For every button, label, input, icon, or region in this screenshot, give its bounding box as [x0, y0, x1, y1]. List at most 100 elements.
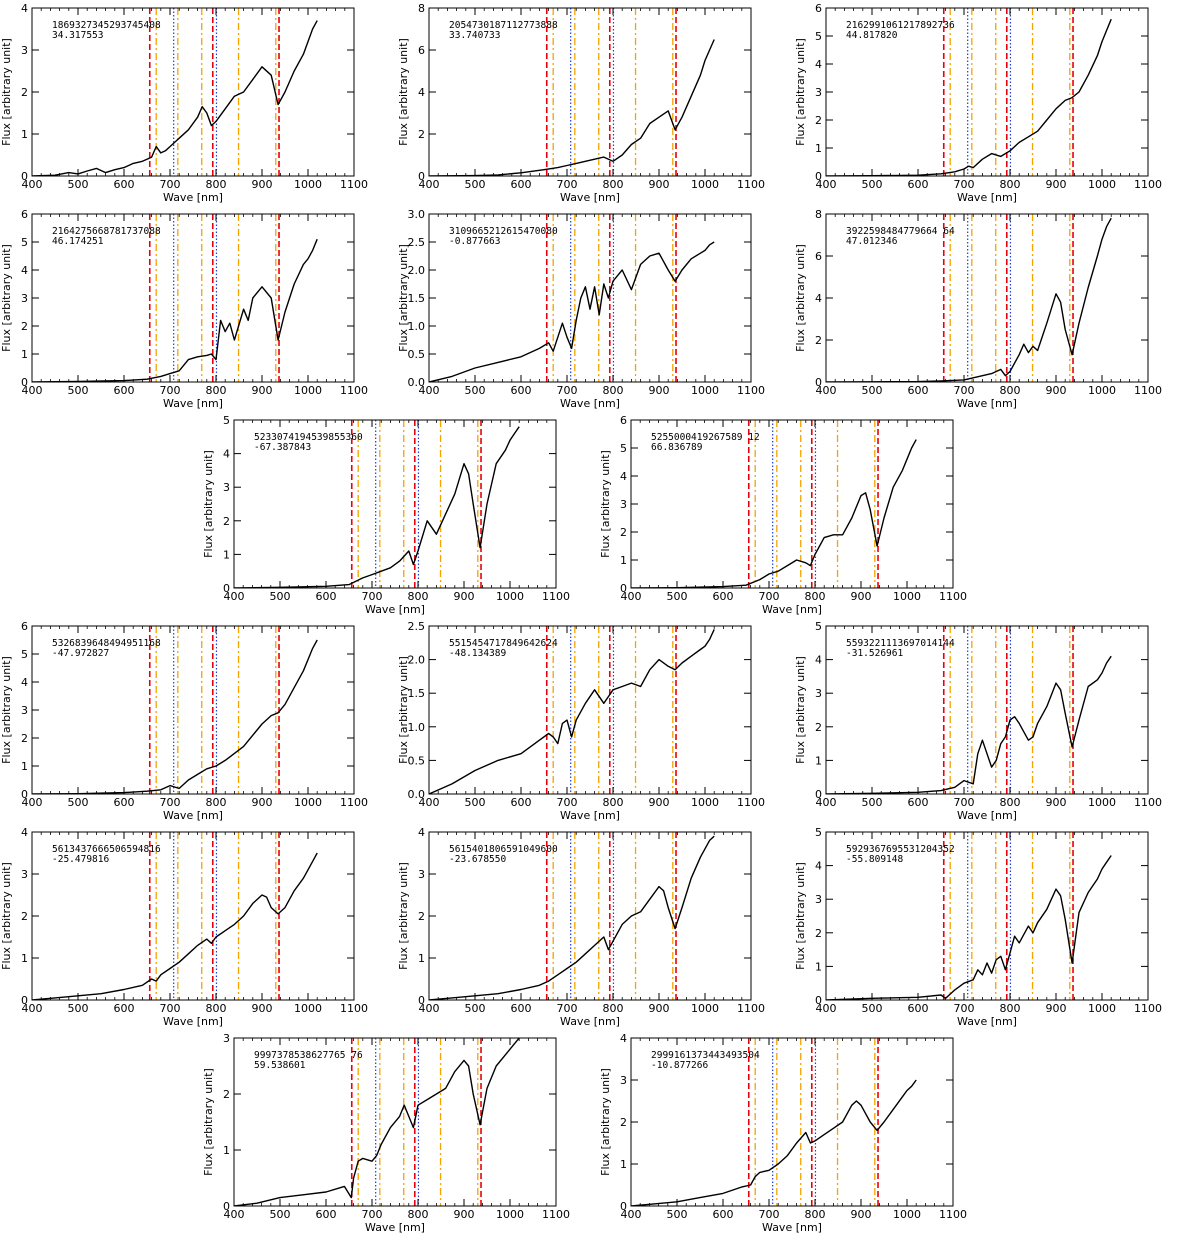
- y-tick-label: 4: [815, 860, 822, 873]
- y-tick-label: 0: [418, 170, 425, 183]
- spectrum-line: [32, 20, 318, 176]
- y-tick-label: 4: [21, 826, 28, 839]
- x-tick-label: 1000: [496, 590, 524, 603]
- x-tick-label: 900: [1046, 796, 1067, 809]
- panel-annotation: 2054730187112773888: [449, 20, 558, 31]
- x-tick-label: 900: [454, 590, 475, 603]
- y-tick-label: 4: [223, 448, 230, 461]
- x-tick-label: 700: [954, 1002, 975, 1015]
- y-tick-label: 0.5: [408, 348, 426, 361]
- y-tick-label: 1: [620, 554, 627, 567]
- x-tick-label: 500: [862, 178, 883, 191]
- spectrum-line: [429, 629, 715, 794]
- y-tick-label: 4: [21, 2, 28, 15]
- marker-lines: [545, 626, 677, 794]
- x-tick-label: 600: [511, 384, 532, 397]
- y-tick-label: 2: [620, 1116, 627, 1129]
- panel-annotation: -10.877266: [651, 1060, 708, 1071]
- x-tick-label: 600: [114, 1002, 135, 1015]
- x-tick-label: 1100: [340, 384, 368, 397]
- x-tick-label: 1100: [1134, 796, 1162, 809]
- x-tick-label: 500: [68, 1002, 89, 1015]
- y-tick-label: 3: [21, 44, 28, 57]
- panel-annotation: -31.526961: [846, 648, 903, 659]
- marker-lines: [545, 8, 677, 176]
- y-tick-label: 2: [418, 128, 425, 141]
- x-tick-label: 900: [851, 1208, 872, 1221]
- x-tick-label: 600: [908, 178, 929, 191]
- x-tick-label: 800: [206, 1002, 227, 1015]
- panel-annotation: 5615401806591049600: [449, 844, 558, 855]
- y-tick-label: 6: [418, 44, 425, 57]
- spectrum-line: [32, 852, 318, 1000]
- x-axis-title: Wave [nm]: [560, 1015, 620, 1028]
- y-tick-label: 6: [21, 208, 28, 221]
- spectrum-panel-9: 400 500 600 700 800 900 1000 1100 0 1 2 3 4 5 6 Wave [n…: [0, 620, 368, 822]
- y-tick-label: 1.0: [408, 721, 426, 734]
- x-tick-label: 1000: [496, 1208, 524, 1221]
- y-tick-label: 4: [418, 86, 425, 99]
- x-tick-label: 600: [908, 1002, 929, 1015]
- x-tick-label: 1000: [294, 384, 322, 397]
- y-tick-label: 1.5: [408, 292, 426, 305]
- x-tick-label: 1000: [1088, 384, 1116, 397]
- y-tick-label: 2: [418, 910, 425, 923]
- panel-annotation: 47.012346: [846, 236, 898, 247]
- y-tick-label: 1.0: [408, 320, 426, 333]
- x-tick-label: 400: [419, 1002, 440, 1015]
- y-tick-label: 2.5: [408, 620, 426, 633]
- x-tick-label: 900: [252, 1002, 273, 1015]
- marker-lines: [942, 214, 1074, 382]
- y-tick-label: 4: [620, 470, 627, 483]
- y-tick-label: 2: [815, 927, 822, 940]
- panel-annotation: -55.809148: [846, 854, 903, 865]
- x-tick-label: 400: [22, 384, 43, 397]
- x-axis-title: Wave [nm]: [163, 397, 223, 410]
- x-tick-label: 700: [557, 796, 578, 809]
- y-tick-label: 0: [815, 788, 822, 801]
- y-tick-label: 4: [21, 264, 28, 277]
- x-tick-label: 1100: [340, 178, 368, 191]
- x-tick-label: 500: [270, 590, 291, 603]
- y-tick-label: 4: [815, 654, 822, 667]
- x-tick-label: 1100: [939, 1208, 967, 1221]
- y-tick-label: 0: [620, 582, 627, 595]
- y-tick-label: 1: [223, 1144, 230, 1157]
- x-tick-label: 1000: [1088, 796, 1116, 809]
- y-tick-label: 0: [620, 1200, 627, 1213]
- y-tick-label: 0.5: [408, 754, 426, 767]
- y-tick-label: 3: [815, 687, 822, 700]
- x-tick-label: 800: [206, 384, 227, 397]
- y-axis-title: Flux [arbitrary unit]: [794, 862, 807, 970]
- marker-lines: [350, 1038, 482, 1206]
- y-tick-label: 6: [21, 620, 28, 633]
- marker-lines: [148, 214, 280, 382]
- x-tick-label: 1000: [1088, 1002, 1116, 1015]
- y-tick-label: 0: [21, 994, 28, 1007]
- x-tick-label: 900: [252, 384, 273, 397]
- x-tick-label: 600: [316, 590, 337, 603]
- y-axis-title: Flux [arbitrary unit]: [599, 450, 612, 558]
- x-tick-label: 1000: [691, 384, 719, 397]
- x-tick-label: 800: [603, 384, 624, 397]
- panel-annotation: 5593221113697014144: [846, 638, 955, 649]
- x-axis-title: Wave [nm]: [762, 1221, 822, 1234]
- panel-annotation: 34.317553: [52, 30, 103, 41]
- y-tick-label: 4: [418, 826, 425, 839]
- marker-lines: [545, 214, 677, 382]
- panel-annotation: -0.877663: [449, 236, 500, 247]
- plot-frame: [825, 625, 1149, 795]
- panel-annotation: 5929367695531204352: [846, 844, 955, 855]
- x-tick-label: 500: [68, 384, 89, 397]
- x-tick-label: 1100: [542, 590, 570, 603]
- spectrum-panel-8: 400 500 600 700 800 900 1000 1100 0 1 2 3 4 5 6 Wave [n…: [599, 414, 967, 616]
- y-tick-label: 1: [21, 348, 28, 361]
- x-tick-label: 800: [408, 590, 429, 603]
- y-axis-title: Flux [arbitrary unit]: [0, 862, 13, 970]
- y-tick-label: 0: [815, 170, 822, 183]
- y-axis-title: Flux [arbitrary unit]: [0, 656, 13, 764]
- x-tick-label: 700: [160, 796, 181, 809]
- panel-annotation: 5255000419267589 12: [651, 432, 760, 443]
- marker-lines: [148, 626, 280, 794]
